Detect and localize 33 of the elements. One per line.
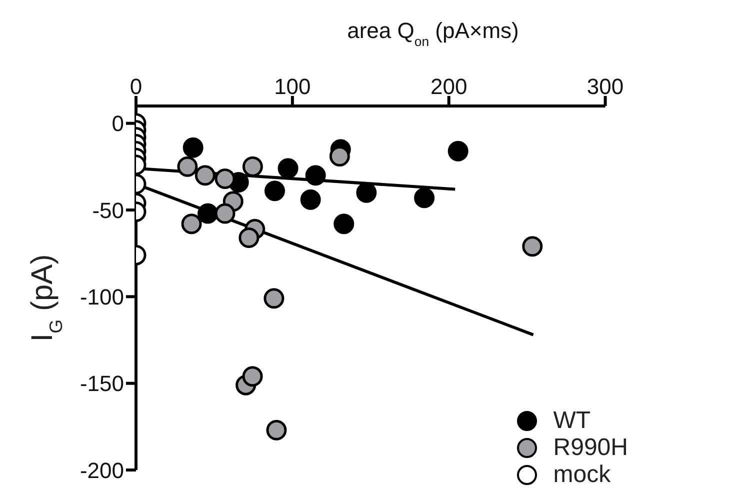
y-tick-label: -50	[92, 198, 124, 223]
x-tick-label: 300	[586, 74, 624, 99]
point	[522, 236, 543, 257]
point	[242, 156, 263, 177]
y-tick-label: -200	[80, 458, 124, 483]
point	[305, 165, 326, 186]
point	[238, 227, 260, 248]
legend-label: mock	[553, 461, 611, 488]
point	[278, 158, 298, 179]
x-tick-label: 100	[274, 74, 311, 99]
point	[214, 203, 236, 224]
point	[414, 188, 435, 208]
point	[177, 156, 198, 177]
point	[194, 165, 216, 186]
x-axis-title: area Q$_{on}$ (pA×ms)	[347, 18, 519, 48]
point	[266, 420, 287, 440]
point	[264, 180, 285, 202]
point	[181, 214, 202, 234]
legend-label: WT	[553, 407, 591, 434]
point	[300, 189, 321, 210]
point	[242, 366, 263, 387]
y-tick-label: -100	[80, 284, 124, 310]
point	[264, 288, 284, 309]
legend-label: R990H	[553, 434, 628, 461]
y-tick-label: 0	[112, 111, 124, 136]
x-tick-label: 0	[130, 74, 142, 99]
point	[334, 214, 354, 234]
x-tick-label: 200	[430, 74, 468, 99]
point	[198, 203, 218, 224]
point	[448, 140, 468, 162]
y-tick-label: -150	[80, 371, 124, 396]
point	[182, 137, 204, 158]
point	[214, 168, 236, 190]
